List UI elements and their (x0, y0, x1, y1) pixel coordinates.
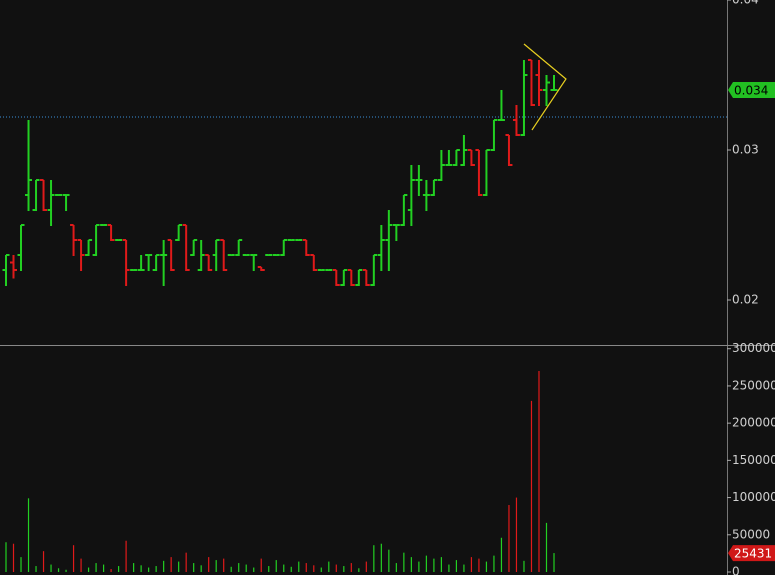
y-tick-label: 0.03 (732, 143, 759, 157)
annotation-triangle (523, 43, 567, 131)
y-tick-label: 0.04 (732, 0, 759, 7)
y-tick-label: 250000 (732, 378, 775, 392)
y-tick-label: 50000 (732, 527, 770, 541)
last-price-label: 0.034 (734, 84, 768, 98)
last-volume-label: 25431 (734, 547, 772, 561)
y-tick-label: 200000 (732, 416, 775, 430)
last-volume-tag (728, 545, 775, 562)
y-tick-label: 0.02 (732, 293, 759, 307)
last-price-tag (728, 82, 775, 98)
y-tick-label: 0 (732, 565, 740, 575)
y-tick-label: 150000 (732, 453, 775, 467)
price-panel: 0.02 0.03 0.04 0.034 (0, 0, 775, 307)
y-tick-label: 300000 (732, 341, 775, 355)
volume-panel: 0 50000 100000 150000 200000 250000 300000 2543… (5, 341, 775, 575)
y-tick-label: 100000 (732, 490, 775, 504)
